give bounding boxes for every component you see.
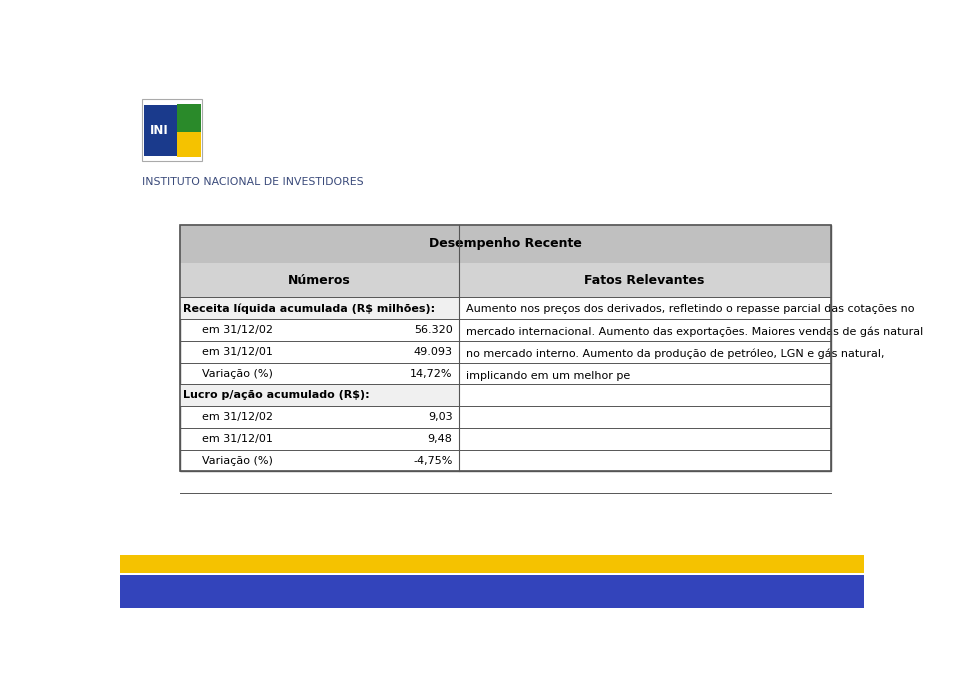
Text: mercado internacional. Aumento das exportações. Maiores vendas de gás natural: mercado internacional. Aumento das expor… [466, 327, 924, 337]
Text: Receita líquida acumulada (R$ milhões):: Receita líquida acumulada (R$ milhões): [183, 303, 436, 313]
Text: Fatos Relevantes: Fatos Relevantes [585, 274, 705, 286]
Text: em 31/12/02: em 31/12/02 [202, 325, 273, 335]
Text: Desempenho Recente: Desempenho Recente [428, 238, 582, 250]
Bar [142, 99, 202, 161]
Text: 49.093: 49.093 [414, 347, 452, 357]
Text: em 31/12/01: em 31/12/01 [202, 347, 273, 357]
Bar [177, 104, 201, 135]
Text: 14,72%: 14,72% [410, 368, 452, 379]
Text: em 31/12/02: em 31/12/02 [202, 412, 273, 422]
Bar [120, 575, 864, 608]
Bar [120, 555, 864, 573]
Text: Variação (%): Variação (%) [202, 368, 273, 379]
Text: no mercado interno. Aumento da produção de petróleo, LGN e gás natural,: no mercado interno. Aumento da produção … [466, 349, 884, 359]
Text: Variação (%): Variação (%) [202, 455, 273, 466]
Text: 56.320: 56.320 [414, 325, 452, 335]
Text: 9,03: 9,03 [428, 412, 452, 422]
Text: Lucro p/ação acumulado (R$):: Lucro p/ação acumulado (R$): [183, 391, 370, 400]
Text: INSTITUTO NACIONAL DE INVESTIDORES: INSTITUTO NACIONAL DE INVESTIDORES [142, 177, 364, 187]
Text: Números: Números [288, 274, 350, 286]
Bar [177, 132, 201, 156]
Bar [144, 105, 179, 156]
Text: Aumento nos preços dos derivados, refletindo o repasse parcial das cotações no: Aumento nos preços dos derivados, reflet… [466, 304, 915, 314]
Bar [180, 263, 459, 297]
Text: em 31/12/01: em 31/12/01 [202, 434, 273, 444]
Text: INI: INI [150, 124, 169, 137]
Bar [180, 225, 830, 263]
Text: implicando em um melhor pe: implicando em um melhor pe [466, 371, 630, 382]
Bar [180, 384, 459, 406]
Bar [459, 263, 830, 297]
Text: 9,48: 9,48 [428, 434, 452, 444]
Bar [180, 225, 830, 471]
Bar [180, 297, 459, 319]
Text: -4,75%: -4,75% [413, 455, 452, 466]
Bar [180, 225, 830, 471]
